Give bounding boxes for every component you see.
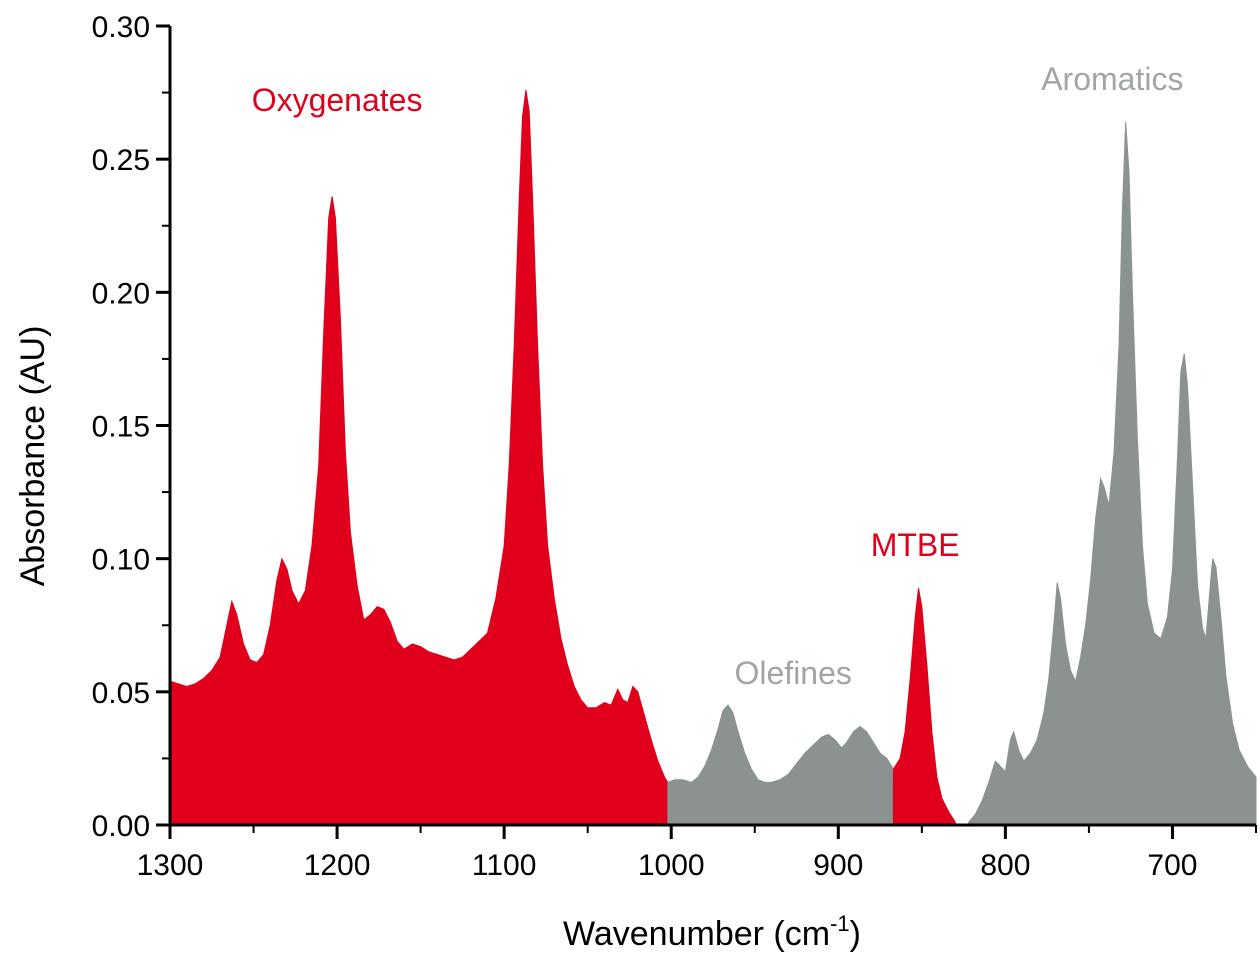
- series-area-olefines: [667, 704, 894, 826]
- x-tick-label: 700: [1147, 849, 1197, 882]
- spectrum-series-group: [169, 89, 1257, 826]
- x-tick-label: 1300: [137, 849, 204, 882]
- annotation-olefines: Olefines: [735, 655, 852, 691]
- annotation-aromatics: Aromatics: [1041, 61, 1183, 97]
- y-tick-label: 0.00: [92, 810, 150, 843]
- x-tick-label: 1100: [472, 849, 537, 882]
- y-tick-label: 0.20: [92, 277, 150, 310]
- y-tick-label: 0.05: [92, 677, 150, 710]
- series-area-oxygenates: [169, 89, 669, 826]
- y-tick-label: 0.25: [92, 144, 150, 177]
- y-tick-label: 0.10: [92, 544, 150, 577]
- x-tick-label: 1000: [638, 849, 705, 882]
- annotation-oxygenates: Oxygenates: [252, 82, 423, 118]
- ticks-group: 0.00 0.05 0.10 0.15 0.20 0.25 0.30 1300 1200 1100…: [92, 11, 1257, 882]
- series-area-aromatics: [968, 121, 1257, 826]
- x-tick-label: 800: [980, 849, 1030, 882]
- y-axis-title: Absorbance (AU): [14, 326, 52, 587]
- x-tick-label: 900: [813, 849, 863, 882]
- x-axis-title-superscript: -1: [830, 911, 850, 936]
- x-axis-title: Wavenumber (cm-1): [563, 911, 861, 953]
- annotations-group: Oxygenates Olefines MTBE Aromatics: [252, 61, 1184, 691]
- y-tick-label: 0.15: [92, 411, 150, 444]
- x-tick-label: 1200: [304, 849, 371, 882]
- annotation-mtbe: MTBE: [871, 527, 960, 563]
- y-tick-label: 0.30: [92, 11, 150, 44]
- series-area-mtbe: [892, 587, 956, 826]
